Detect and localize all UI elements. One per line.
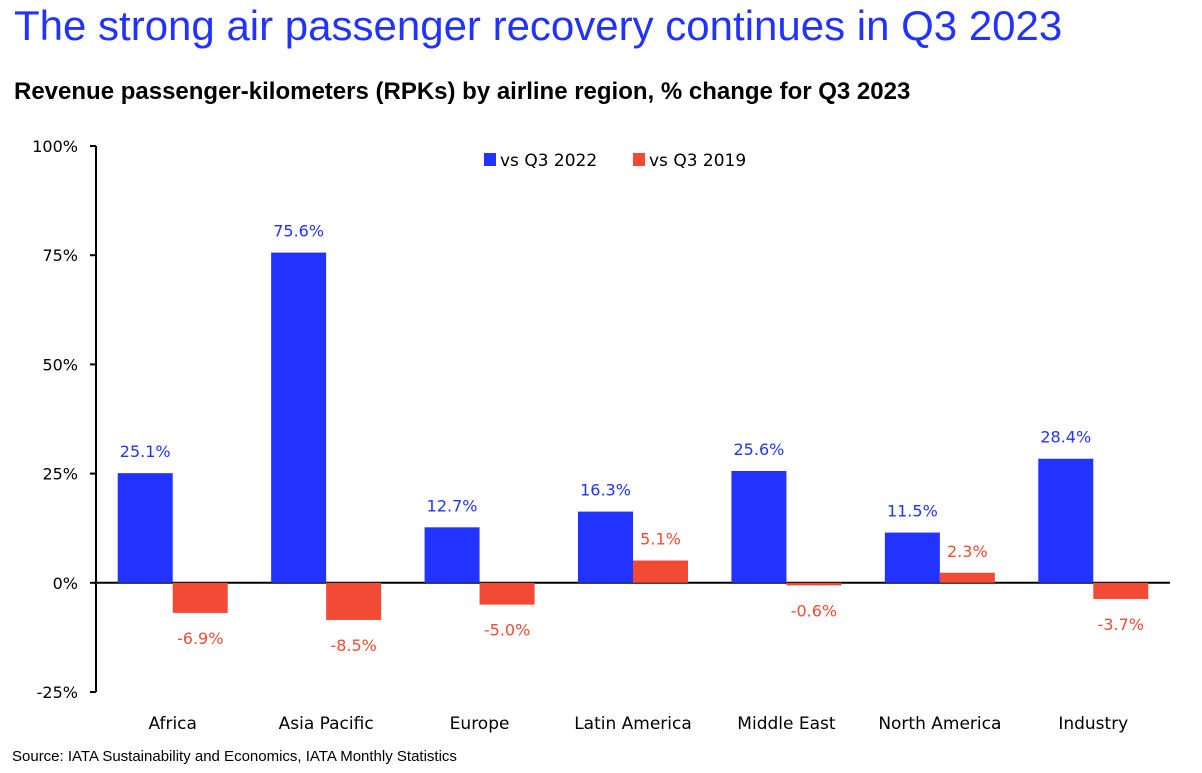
bar-vs-q3-2022 <box>884 532 940 583</box>
data-label-vs-q3-2022: 25.1% <box>120 442 171 461</box>
y-tick-label: 25% <box>42 465 78 484</box>
data-label-vs-q3-2019: 2.3% <box>947 542 988 561</box>
bar-vs-q3-2019 <box>326 582 382 620</box>
legend-label: vs Q3 2019 <box>649 151 746 171</box>
legend-swatch <box>484 153 496 166</box>
data-label-vs-q3-2019: -5.0% <box>484 621 530 640</box>
bar-vs-q3-2022 <box>424 527 480 583</box>
page-title: The strong air passenger recovery contin… <box>14 2 1063 49</box>
y-tick-label: 50% <box>42 355 78 374</box>
data-label-vs-q3-2022: 11.5% <box>887 502 938 521</box>
x-category-label: Europe <box>450 714 510 734</box>
data-label-vs-q3-2019: -3.7% <box>1098 615 1144 634</box>
source-note: Source: IATA Sustainability and Economic… <box>12 748 457 765</box>
data-label-vs-q3-2022: 25.6% <box>734 440 785 459</box>
bars <box>117 252 1149 620</box>
bar-vs-q3-2019 <box>479 582 535 605</box>
bar-vs-q3-2019 <box>1093 582 1149 599</box>
legend: vs Q3 2022 vs Q3 2019 <box>484 151 746 171</box>
bar-vs-q3-2022 <box>271 252 327 583</box>
bar-vs-q3-2019 <box>939 572 995 583</box>
data-label-vs-q3-2019: -8.5% <box>330 636 376 655</box>
x-category-label: North America <box>878 714 1001 734</box>
x-category-label: Asia Pacific <box>279 714 374 734</box>
data-label-vs-q3-2019: 5.1% <box>640 530 681 549</box>
legend-label: vs Q3 2022 <box>500 151 597 171</box>
x-category-label: Middle East <box>737 714 836 734</box>
x-category-label: Latin America <box>574 714 692 734</box>
data-label-vs-q3-2022: 16.3% <box>580 481 631 500</box>
bar-vs-q3-2022 <box>731 470 787 583</box>
bar-vs-q3-2019 <box>172 582 228 613</box>
data-label-vs-q3-2022: 75.6% <box>273 222 324 241</box>
data-label-vs-q3-2019: -6.9% <box>177 629 223 648</box>
bar-vs-q3-2022 <box>578 511 633 583</box>
data-label-vs-q3-2022: 28.4% <box>1040 428 1091 447</box>
bar-vs-q3-2019 <box>633 560 688 583</box>
bar-vs-q3-2019 <box>786 582 842 586</box>
data-label-vs-q3-2019: -0.6% <box>791 601 837 620</box>
x-category-label: Industry <box>1058 714 1128 734</box>
y-tick-label: 0% <box>53 574 78 593</box>
bar-vs-q3-2022 <box>1038 458 1094 583</box>
chart-subtitle: Revenue passenger-kilometers (RPKs) by a… <box>14 78 911 105</box>
x-category-label: Africa <box>148 714 197 734</box>
bar-vs-q3-2022 <box>117 473 173 583</box>
y-tick-label: 75% <box>42 246 78 265</box>
data-label-vs-q3-2022: 12.7% <box>427 496 478 515</box>
y-tick-label: 100% <box>32 137 78 156</box>
y-tick-label: -25% <box>37 683 78 702</box>
legend-swatch <box>633 153 645 166</box>
data-labels: 25.1% 75.6% 12.7% 16.3% 25.6% 11.5% 28.4% -6.9%… <box>120 222 1144 655</box>
